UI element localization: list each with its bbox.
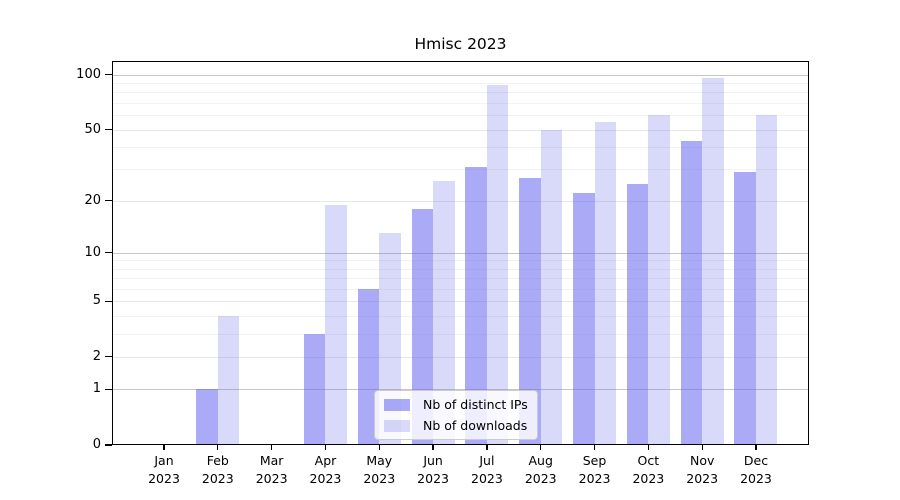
y-tick-label: 5	[92, 293, 101, 309]
minor-gridline	[112, 83, 809, 85]
bar-distinct-ips-may	[357, 288, 380, 445]
x-tick-mark	[593, 445, 596, 450]
x-tick-label: May 2023	[363, 453, 396, 486]
x-tick-label: Oct 2023	[632, 453, 665, 486]
x-tick-label: Sep 2023	[578, 453, 611, 486]
major-gridline	[112, 389, 809, 391]
x-tick-mark	[755, 445, 757, 450]
bar-distinct-ips-nov	[680, 141, 703, 445]
bar-downloads-aug	[540, 129, 563, 445]
x-tick-mark	[701, 445, 703, 450]
bar-distinct-ips-dec	[734, 172, 756, 445]
x-tick-label: Dec 2023	[740, 453, 772, 486]
bar-distinct-ips-feb	[196, 389, 218, 445]
minor-gridline	[112, 268, 809, 270]
y-tick-label: 2	[92, 348, 101, 364]
legend-label-downloads: Nb of downloads	[423, 418, 528, 433]
x-tick-mark	[324, 445, 327, 450]
y-tick-mark	[105, 300, 112, 302]
plot-area: Nb of distinct IPs Nb of downloads	[112, 61, 809, 445]
minor-gridline	[112, 260, 809, 262]
y-tick-label: 50	[84, 121, 101, 137]
minor-gridline	[112, 288, 809, 290]
chart-title: Hmisc 2023	[414, 35, 507, 53]
x-tick-mark	[540, 445, 542, 450]
minor-gridline	[112, 333, 809, 335]
bar-distinct-ips-jun	[411, 208, 434, 445]
y-tick-mark	[105, 356, 112, 358]
legend-item-downloads: Nb of downloads	[384, 418, 528, 433]
minor-gridline	[112, 92, 809, 94]
x-tick-label: Nov 2023	[686, 453, 719, 486]
minor-gridline	[112, 115, 809, 117]
bar-downloads-jun	[433, 180, 455, 445]
x-tick-mark	[432, 445, 434, 450]
bar-downloads-apr	[325, 204, 347, 445]
bar-downloads-nov	[702, 77, 724, 445]
major-gridline	[112, 252, 809, 254]
x-tick-mark	[163, 445, 165, 450]
bar-distinct-ips-jul	[465, 166, 487, 445]
major-gridline	[112, 74, 809, 76]
bar-distinct-ips-sep	[573, 193, 595, 445]
y-tick-label: 10	[84, 244, 101, 260]
y-tick-mark	[105, 128, 112, 131]
y-tick-mark	[105, 74, 112, 76]
x-tick-label: Mar 2023	[255, 453, 288, 486]
major-gridline	[112, 301, 809, 303]
bar-distinct-ips-aug	[519, 177, 541, 445]
y-tick-label: 1	[92, 381, 101, 397]
legend-swatch-distinct-ips	[384, 398, 410, 411]
major-gridline	[112, 356, 809, 358]
bar-downloads-oct	[648, 115, 670, 445]
major-gridline	[112, 200, 809, 202]
y-tick-mark	[105, 251, 112, 254]
x-tick-mark	[270, 445, 273, 450]
bar-downloads-dec	[755, 115, 778, 445]
x-tick-mark	[217, 445, 219, 450]
y-tick-mark	[105, 388, 112, 391]
y-tick-label: 20	[84, 192, 101, 208]
legend: Nb of distinct IPs Nb of downloads	[374, 390, 538, 440]
minor-gridline	[112, 147, 809, 149]
x-tick-mark	[486, 445, 488, 450]
bar-distinct-ips-apr	[303, 333, 326, 445]
major-gridline	[112, 129, 809, 131]
x-tick-mark	[378, 445, 380, 450]
x-tick-label: Feb 2023	[201, 453, 234, 486]
x-tick-label: Aug 2023	[524, 453, 557, 486]
minor-gridline	[112, 315, 809, 317]
legend-swatch-downloads	[384, 419, 410, 432]
y-tick-label: 0	[92, 437, 101, 452]
y-tick-label: 100	[76, 66, 101, 82]
minor-gridline	[112, 102, 809, 104]
bar-distinct-ips-oct	[626, 183, 649, 445]
legend-label-distinct-ips: Nb of distinct IPs	[423, 397, 528, 412]
x-tick-label: Jul 2023	[471, 453, 503, 486]
legend-item-distinct-ips: Nb of distinct IPs	[384, 397, 528, 412]
y-tick-mark	[105, 444, 112, 446]
bar-downloads-feb	[217, 315, 240, 445]
bar-downloads-sep	[594, 122, 617, 445]
minor-gridline	[112, 169, 809, 171]
bar-downloads-jul	[486, 84, 509, 445]
x-tick-label: Apr 2023	[309, 453, 342, 486]
x-tick-label: Jan 2023	[148, 453, 180, 486]
y-tick-mark	[105, 200, 112, 202]
x-tick-mark	[647, 445, 649, 450]
x-tick-label: Jun 2023	[417, 453, 449, 486]
minor-gridline	[112, 278, 809, 280]
